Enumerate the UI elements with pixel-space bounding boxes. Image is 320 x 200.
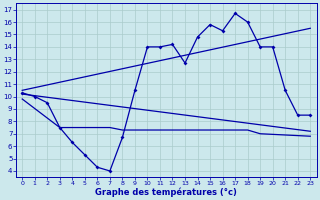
X-axis label: Graphe des températures (°c): Graphe des températures (°c) <box>95 187 237 197</box>
